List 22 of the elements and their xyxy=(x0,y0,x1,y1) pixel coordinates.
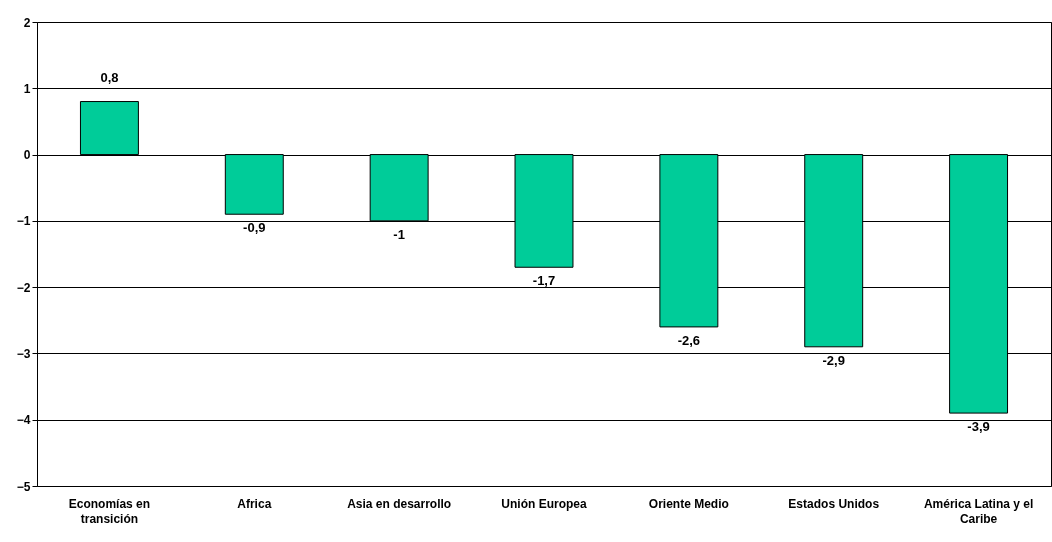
x-tick-label: Estados Unidos xyxy=(788,496,880,511)
data-label: -1,7 xyxy=(532,273,556,289)
x-tick-label: Asia en desarrollo xyxy=(347,496,452,511)
data-label: 0,8 xyxy=(100,69,119,85)
y-tick-label: −1 xyxy=(16,214,31,229)
x-tick-label: Africa xyxy=(237,496,272,511)
y-tick-label: −2 xyxy=(16,280,31,295)
x-tick-label: Unión Europea xyxy=(501,496,587,511)
y-tick-label: 2 xyxy=(23,15,31,30)
data-label: -2,6 xyxy=(677,332,701,348)
y-tick-label: −5 xyxy=(16,479,31,494)
y-tick-label: 0 xyxy=(23,148,31,163)
data-label: -3,9 xyxy=(967,419,990,435)
data-label: -1 xyxy=(393,226,405,242)
y-tick-label: −3 xyxy=(16,346,31,361)
x-tick-label: Economías en transición xyxy=(68,496,151,526)
y-tick-label: −4 xyxy=(16,413,31,428)
data-label: -0,9 xyxy=(243,220,266,236)
data-label: -2,9 xyxy=(822,352,845,368)
x-tick-label: Oriente Medio xyxy=(648,496,729,511)
x-tick-label: América Latina y el Caribe xyxy=(923,496,1034,526)
y-tick-label: 1 xyxy=(23,81,31,96)
